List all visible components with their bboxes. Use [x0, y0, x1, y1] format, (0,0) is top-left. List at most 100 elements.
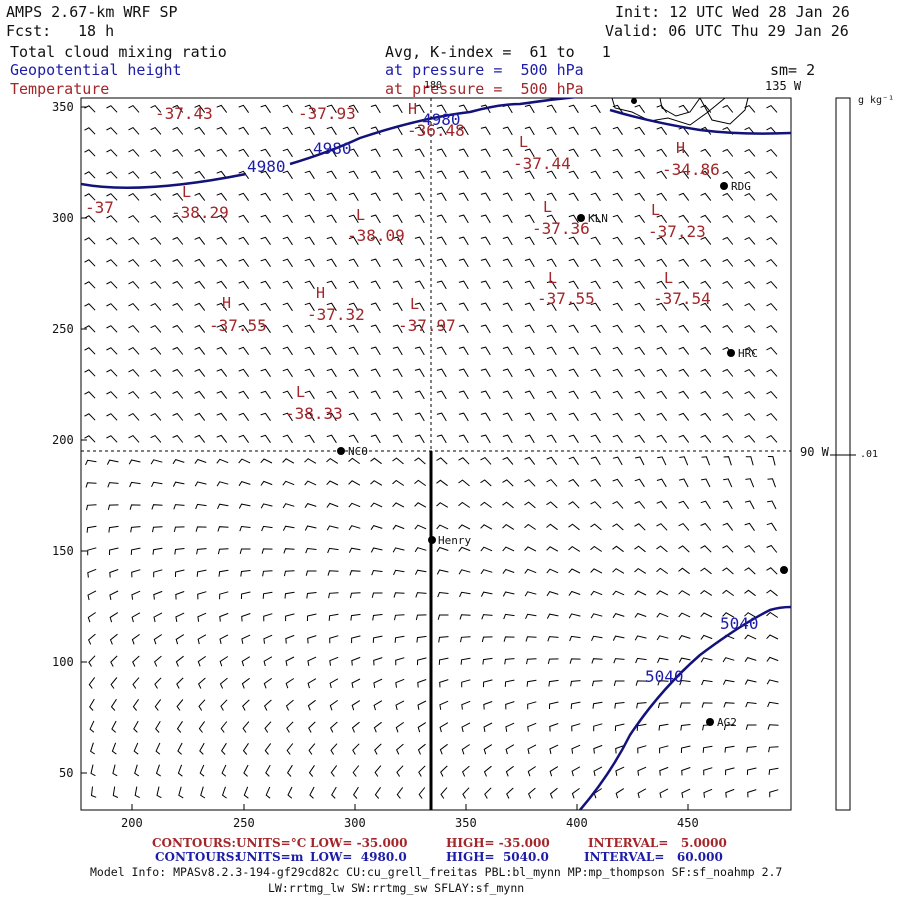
wind-barb [414, 324, 425, 334]
wind-barb [678, 214, 690, 223]
wind-barb [150, 346, 162, 355]
wind-barb [216, 214, 228, 223]
wind-barb [612, 192, 623, 201]
wind-barb [746, 746, 757, 753]
wind-barb [458, 258, 469, 268]
footer-temp-high: HIGH= -35.000 [446, 836, 550, 850]
wind-barb [219, 591, 229, 600]
wind-barb [414, 346, 425, 356]
wind-barb [700, 567, 712, 575]
wind-barb [372, 614, 383, 621]
wind-barb [194, 258, 206, 267]
wind-barb [679, 702, 691, 709]
wind-barb [480, 368, 491, 378]
wind-barb [656, 545, 668, 553]
wind-barb [282, 434, 293, 444]
wind-barb [173, 504, 185, 510]
wind-barb [637, 788, 647, 799]
wind-barb [128, 280, 140, 289]
wind-barb [216, 258, 228, 267]
wind-barb [260, 104, 271, 113]
wind-barb [172, 214, 184, 223]
wind-barb [722, 589, 734, 597]
wind-barb [659, 788, 669, 799]
field-geopotential: Geopotential height [10, 61, 182, 79]
wind-barb [481, 614, 493, 620]
wind-barb [546, 214, 557, 224]
wind-barb [436, 148, 447, 158]
wind-barb [767, 478, 776, 488]
wind-barb [524, 148, 535, 158]
wind-barb [177, 742, 183, 755]
wind-barb [285, 656, 295, 666]
wind-barb [260, 280, 271, 289]
station-dot-rdg [720, 182, 728, 190]
wind-barb [568, 523, 580, 531]
temp-label: -37.32 [307, 305, 365, 324]
wind-barb [635, 657, 647, 664]
wind-barb [527, 787, 536, 799]
station-label-kln: KLN [588, 212, 608, 225]
wind-barb [84, 325, 96, 333]
wind-barb [414, 258, 425, 268]
wind-barb [461, 722, 471, 733]
wind-barb [571, 766, 581, 777]
wind-barb [744, 236, 756, 245]
wind-barb [744, 500, 755, 510]
wind-barb [172, 434, 184, 443]
wind-barb [194, 104, 206, 113]
wind-barb [458, 569, 471, 575]
wind-barb [194, 214, 206, 223]
wind-barb [260, 434, 271, 443]
wind-barb [156, 786, 162, 799]
wind-barb [282, 258, 293, 268]
wind-barb [150, 324, 162, 333]
wind-barb [548, 679, 559, 687]
wind-barb [590, 434, 601, 444]
wind-barb [439, 679, 449, 688]
wind-barb [722, 390, 734, 399]
wind-barb [656, 434, 668, 443]
wind-barb [242, 743, 249, 755]
wind-barb [348, 258, 359, 268]
wind-barb [351, 656, 361, 666]
wind-barb [326, 346, 337, 356]
wind-barb [505, 765, 514, 777]
wind-barb [678, 612, 691, 618]
wind-barb [326, 434, 337, 444]
wind-barb [348, 525, 361, 531]
wind-barb [285, 634, 295, 644]
wind-barb [678, 657, 691, 663]
wind-barb [570, 680, 581, 687]
wind-barb [766, 324, 778, 333]
wind-barb [194, 302, 206, 311]
wind-barb [111, 720, 117, 733]
wind-barb [680, 724, 691, 731]
temp-hl-marker: L [543, 198, 553, 216]
wind-barb [87, 612, 96, 623]
contour-label-4980-a: 4980 [247, 157, 286, 176]
temp-label: -37.97 [398, 316, 456, 335]
wind-barb [656, 324, 668, 333]
wind-barb [194, 324, 206, 333]
wind-barb [150, 236, 162, 245]
wind-barb [304, 324, 315, 334]
wind-barb [282, 192, 293, 202]
wind-barb [722, 236, 734, 245]
x-tick-300: 300 [344, 816, 366, 830]
wind-barb [700, 657, 713, 663]
wind-barb [260, 258, 271, 267]
wind-barb [634, 567, 647, 574]
wind-barb [480, 546, 493, 552]
wind-barb [767, 724, 779, 730]
wind-barb [392, 236, 403, 246]
temp-label: -38.29 [171, 203, 229, 222]
footer-temp-units: UNITS=°C [236, 836, 307, 850]
wind-barb [700, 368, 712, 377]
wind-barb [745, 478, 755, 488]
wind-barb [678, 478, 689, 488]
wind-barb [480, 412, 491, 422]
wind-barb [109, 612, 119, 623]
wind-barb [440, 765, 448, 777]
wind-barb [612, 412, 623, 421]
